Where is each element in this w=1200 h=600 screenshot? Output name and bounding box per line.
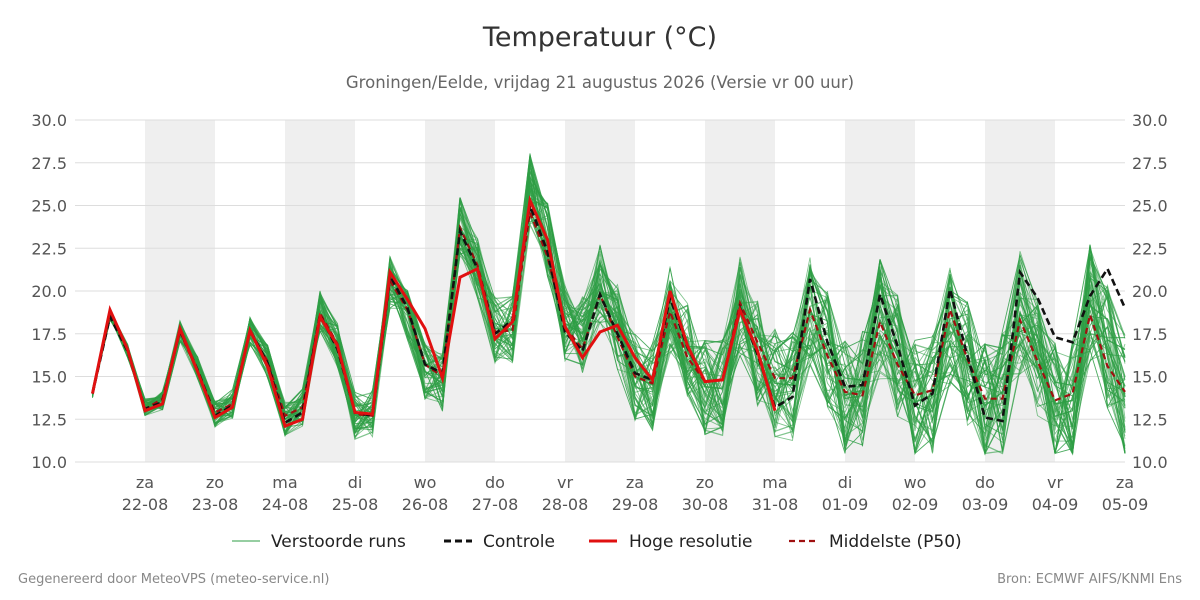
x-tick-day: do [485, 473, 505, 492]
ensemble-member-line [92, 193, 1126, 454]
chart-title: Temperatuur (°C) [482, 22, 718, 53]
x-tick-day: ma [762, 473, 787, 492]
y-tick-label-right: 12.5 [1132, 410, 1168, 429]
x-tick-date: 31-08 [752, 495, 799, 514]
x-tick-date: 30-08 [682, 495, 729, 514]
x-tick-date: 05-09 [1102, 495, 1149, 514]
y-tick-label-left: 22.5 [31, 239, 67, 258]
x-tick-date: 03-09 [962, 495, 1009, 514]
x-tick-day: do [975, 473, 995, 492]
x-tick-date: 01-09 [822, 495, 869, 514]
x-tick-day: wo [904, 473, 927, 492]
x-tick-day: za [1116, 473, 1134, 492]
x-tick-day: di [838, 473, 853, 492]
y-tick-label-right: 10.0 [1132, 453, 1168, 472]
x-tick-day: vr [1047, 473, 1063, 492]
y-axis-left: 10.0 12.5 15.0 17.5 20.0 22.5 25.0 27.5 30.0 [31, 111, 67, 472]
x-tick-date: 04-09 [1032, 495, 1079, 514]
x-tick-day: di [348, 473, 363, 492]
y-tick-label-right: 22.5 [1132, 239, 1168, 258]
x-tick-date: 23-08 [192, 495, 239, 514]
x-tick-date: 24-08 [262, 495, 309, 514]
y-tick-label-left: 20.0 [31, 282, 67, 301]
ensemble-member-line [92, 162, 1126, 455]
y-tick-label-right: 27.5 [1132, 154, 1168, 173]
chart-subtitle: Groningen/Eelde, vrijdag 21 augustus 202… [345, 73, 855, 92]
hires-line [91, 195, 777, 429]
x-tick-date: 29-08 [612, 495, 659, 514]
x-tick-day: zo [696, 473, 714, 492]
y-tick-label-left: 17.5 [31, 325, 67, 344]
y-tick-label-right: 30.0 [1132, 111, 1168, 130]
x-tick-day: vr [557, 473, 573, 492]
legend-label-hires: Hoge resolutie [629, 532, 753, 552]
y-tick-label-left: 30.0 [31, 111, 67, 130]
x-tick-day: za [136, 473, 154, 492]
y-tick-label-left: 10.0 [31, 453, 67, 472]
y-tick-label-left: 12.5 [31, 410, 67, 429]
y-tick-label-left: 15.0 [31, 368, 67, 387]
y-axis-right: 10.0 12.5 15.0 17.5 20.0 22.5 25.0 27.5 30.0 [1132, 111, 1168, 472]
ensemble-member-line [92, 179, 1126, 453]
legend-label-control: Controle [483, 532, 555, 552]
x-axis: za 22-08 zo 23-08 ma 24-08 di 25-08 wo 26-08 do 27-… [122, 473, 1149, 514]
x-tick-date: 25-08 [332, 495, 379, 514]
legend-label-ensemble: Verstoorde runs [271, 532, 406, 552]
y-tick-label-right: 20.0 [1132, 282, 1168, 301]
x-tick-date: 27-08 [472, 495, 519, 514]
y-tick-label-left: 25.0 [31, 197, 67, 216]
main-lines [91, 195, 1127, 429]
x-tick-date: 28-08 [542, 495, 589, 514]
control-line [91, 200, 1127, 425]
x-tick-date: 22-08 [122, 495, 169, 514]
y-tick-label-right: 17.5 [1132, 325, 1168, 344]
x-tick-day: ma [272, 473, 297, 492]
x-tick-date: 26-08 [402, 495, 449, 514]
x-tick-date: 02-09 [892, 495, 939, 514]
legend: Verstoorde runs Controle Hoge resolutie Mid… [232, 532, 962, 552]
footer-source: Bron: ECMWF AIFS/KNMI Ens [997, 572, 1182, 587]
y-tick-label-left: 27.5 [31, 154, 67, 173]
y-tick-label-right: 25.0 [1132, 197, 1168, 216]
x-tick-day: wo [414, 473, 437, 492]
footer-generated-by: Gegenereerd door MeteoVPS (meteo-service… [18, 572, 330, 587]
legend-label-median: Middelste (P50) [829, 532, 962, 552]
x-tick-day: zo [206, 473, 224, 492]
ensemble-member-line [92, 155, 1126, 437]
y-tick-label-right: 15.0 [1132, 368, 1168, 387]
x-tick-day: za [626, 473, 644, 492]
